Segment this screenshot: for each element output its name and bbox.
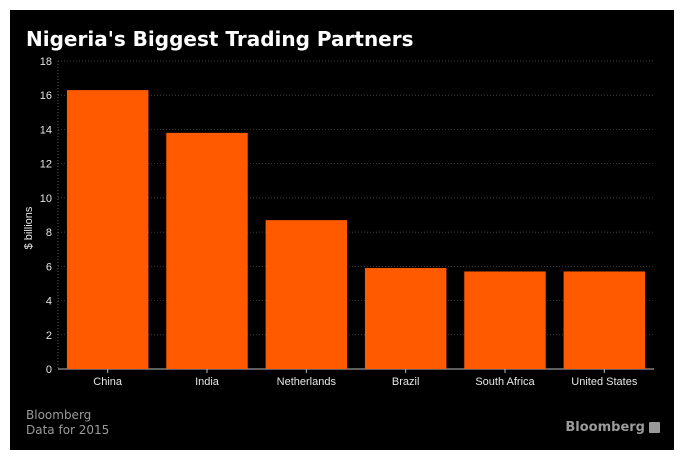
y-tick-label: 2 [46, 330, 52, 342]
bar-south-africa [464, 271, 546, 369]
bar-chart: 0 2 4 6 8 10 12 14 16 18 China India Netherlands Bra… [23, 56, 654, 388]
bar-netherlands [265, 220, 348, 369]
data-year-note: Data for 2015 [26, 423, 110, 437]
bar-india [166, 132, 248, 369]
x-tick-label: Netherlands [277, 376, 337, 388]
y-tick-label: 6 [46, 261, 52, 273]
bar-brazil [364, 268, 447, 369]
bar-china [66, 90, 149, 369]
chart-title: Nigeria's Biggest Trading Partners [26, 27, 414, 51]
bars [66, 90, 646, 369]
brand-logo: Bloomberg [565, 420, 660, 435]
y-axis-ticks: 0 2 4 6 8 10 12 14 16 18 [40, 56, 52, 376]
x-tick-label: South Africa [475, 376, 535, 388]
y-tick-label: 0 [46, 364, 52, 376]
source-note: Bloomberg Data for 2015 [26, 408, 109, 438]
x-tick-label: India [195, 376, 220, 388]
gridlines [57, 60, 654, 370]
bloomberg-icon [649, 422, 660, 433]
x-tick-label: Brazil [392, 376, 420, 388]
y-tick-label: 12 [40, 159, 52, 171]
x-tick-label: United States [571, 376, 638, 388]
y-tick-label: 8 [46, 227, 52, 239]
y-tick-label: 4 [46, 296, 52, 308]
x-axis-ticks: China India Netherlands Brazil South Africa U… [93, 369, 638, 388]
y-axis-label: $ billions [23, 206, 35, 249]
y-tick-label: 14 [40, 124, 52, 136]
y-tick-label: 16 [40, 90, 52, 102]
source-label: Bloomberg [26, 408, 92, 422]
bar-united-states [563, 271, 646, 369]
y-tick-label: 10 [40, 193, 52, 205]
chart-frame: Nigeria's Biggest Trading Partners 0 2 4 6 8… [10, 10, 674, 450]
brand-name: Bloomberg [565, 420, 645, 435]
y-tick-label: 18 [40, 56, 52, 68]
x-tick-label: China [93, 376, 123, 388]
